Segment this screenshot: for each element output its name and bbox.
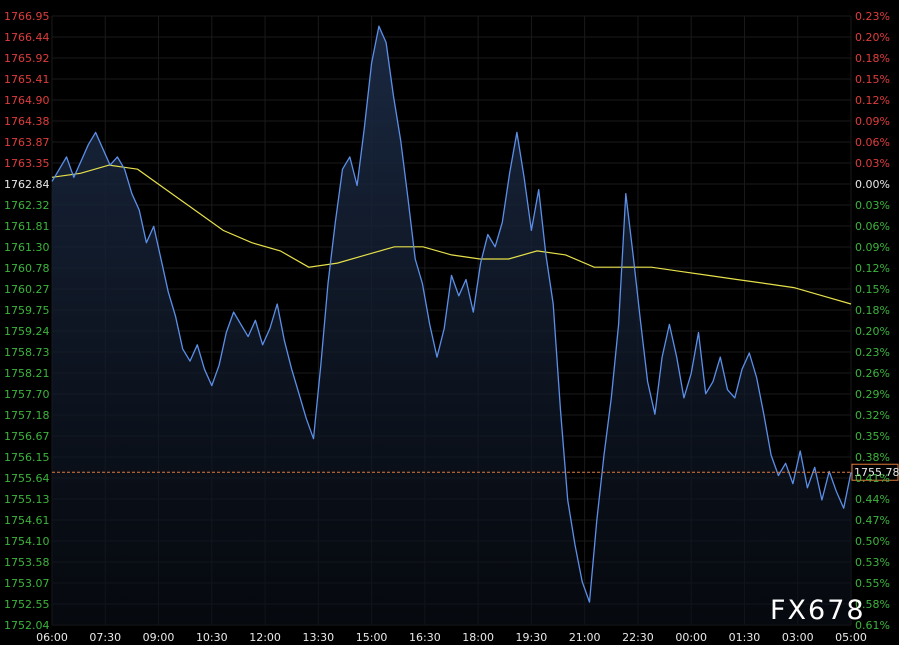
y-axis-price-labels: 1766.95 1766.44 1765.92 1765.41 1764.90 1764.… [4, 10, 50, 632]
x-tick-label: 18:00 [462, 631, 494, 644]
y-tick-label-price: 1762.84 [4, 178, 50, 191]
y-tick-label-percent: 0.12% [855, 262, 890, 275]
x-tick-label: 10:30 [196, 631, 228, 644]
price-area-fill [52, 26, 851, 625]
y-tick-label-price: 1759.24 [4, 325, 50, 338]
x-tick-label: 22:30 [622, 631, 654, 644]
x-tick-label: 21:00 [569, 631, 601, 644]
x-tick-label: 07:30 [89, 631, 121, 644]
x-tick-label: 12:00 [249, 631, 281, 644]
y-tick-label-percent: 0.06% [855, 136, 890, 149]
x-tick-label: 16:30 [409, 631, 441, 644]
x-tick-label: 13:30 [302, 631, 334, 644]
y-tick-label-price: 1752.55 [4, 598, 50, 611]
x-axis-time-labels: 06:00 07:30 09:00 10:30 12:00 13:30 15:00 16:30… [36, 631, 867, 644]
y-tick-label-price: 1759.75 [4, 304, 50, 317]
y-tick-label-percent: 0.44% [855, 493, 890, 506]
y-tick-label-percent: 0.53% [855, 556, 890, 569]
y-tick-label-price: 1765.41 [4, 73, 50, 86]
y-tick-label-percent: 0.03% [855, 157, 890, 170]
y-tick-label-price: 1753.58 [4, 556, 50, 569]
price-area-layer [52, 26, 851, 625]
y-tick-label-percent: 0.03% [855, 199, 890, 212]
y-tick-label-percent: 0.20% [855, 31, 890, 44]
y-tick-label-percent: 0.55% [855, 577, 890, 590]
y-tick-label-price: 1763.87 [4, 136, 50, 149]
y-tick-label-percent: 0.23% [855, 346, 890, 359]
y-tick-label-percent: 0.35% [855, 430, 890, 443]
y-tick-label-percent: 0.29% [855, 388, 890, 401]
y-tick-label-price: 1764.90 [4, 94, 50, 107]
y-tick-label-price: 1754.10 [4, 535, 50, 548]
y-tick-label-price: 1762.32 [4, 199, 50, 212]
price-line-layer [51, 25, 852, 603]
x-tick-label: 05:00 [835, 631, 867, 644]
y-tick-label-percent: 0.47% [855, 514, 890, 527]
y-tick-label-price: 1757.70 [4, 388, 50, 401]
y-tick-label-percent: 0.32% [855, 409, 890, 422]
y-tick-label-percent: 0.15% [855, 283, 890, 296]
y-tick-label-price: 1761.81 [4, 220, 50, 233]
y-tick-label-percent: 0.09% [855, 241, 890, 254]
y-tick-label-percent: 0.18% [855, 304, 890, 317]
price-line [51, 25, 852, 603]
y-tick-label-price: 1758.21 [4, 367, 50, 380]
y-tick-label-percent: 0.26% [855, 367, 890, 380]
y-tick-label-price: 1752.04 [4, 619, 50, 632]
y-tick-label-price: 1753.07 [4, 577, 50, 590]
y-tick-label-percent: 0.50% [855, 535, 890, 548]
y-tick-label-percent: 0.00% [855, 178, 890, 191]
x-tick-label: 19:30 [516, 631, 548, 644]
y-tick-label-price: 1755.13 [4, 493, 50, 506]
current-price-layer: 1755.78 [52, 463, 899, 481]
x-tick-label: 01:30 [729, 631, 761, 644]
y-axis-percent-labels: 0.23% 0.20% 0.18% 0.15% 0.12% 0.09% 0.06% 0.03%… [855, 10, 890, 632]
x-tick-label: 15:00 [356, 631, 388, 644]
watermark-logo: FX678 [770, 595, 866, 626]
y-tick-label-price: 1765.92 [4, 52, 50, 65]
y-tick-label-percent: 0.38% [855, 451, 890, 464]
y-tick-label-percent: 0.58% [855, 598, 890, 611]
y-tick-label-percent: 0.41% [855, 472, 890, 485]
y-tick-label-price: 1764.38 [4, 115, 50, 128]
x-tick-label: 03:00 [782, 631, 814, 644]
y-tick-label-price: 1754.61 [4, 514, 50, 527]
y-tick-label-price: 1755.64 [4, 472, 50, 485]
moving-average-line [51, 164, 852, 305]
y-tick-label-price: 1756.15 [4, 451, 50, 464]
y-tick-label-price: 1766.95 [4, 10, 50, 23]
y-tick-label-percent: 0.15% [855, 73, 890, 86]
y-tick-label-price: 1756.67 [4, 430, 50, 443]
y-tick-label-price: 1761.30 [4, 241, 50, 254]
current-price-box [851, 463, 899, 481]
y-tick-label-percent: 0.09% [855, 115, 890, 128]
y-tick-label-price: 1760.78 [4, 262, 50, 275]
y-tick-label-percent: 0.61% [855, 619, 890, 632]
y-tick-label-percent: 0.12% [855, 94, 890, 107]
y-tick-label-percent: 0.23% [855, 10, 890, 23]
x-tick-label: 09:00 [143, 631, 175, 644]
x-tick-label: 00:00 [675, 631, 707, 644]
y-tick-label-percent: 0.06% [855, 220, 890, 233]
current-price-label: 1755.78 [854, 466, 899, 479]
y-tick-label-percent: 0.20% [855, 325, 890, 338]
moving-average-layer [51, 164, 852, 305]
y-tick-label-percent: 0.18% [855, 52, 890, 65]
y-tick-label-price: 1766.44 [4, 31, 50, 44]
y-tick-label-price: 1757.18 [4, 409, 50, 422]
y-tick-label-price: 1758.73 [4, 346, 50, 359]
y-tick-label-price: 1763.35 [4, 157, 50, 170]
x-tick-label: 06:00 [36, 631, 68, 644]
y-tick-label-price: 1760.27 [4, 283, 50, 296]
